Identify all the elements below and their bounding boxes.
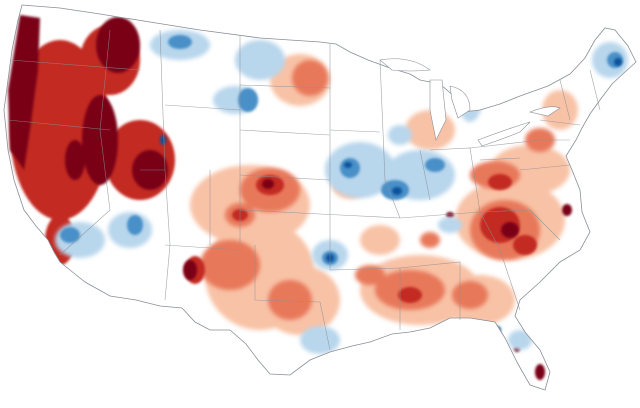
- state-boundaries: [7, 29, 601, 351]
- great-lakes: [379, 58, 561, 147]
